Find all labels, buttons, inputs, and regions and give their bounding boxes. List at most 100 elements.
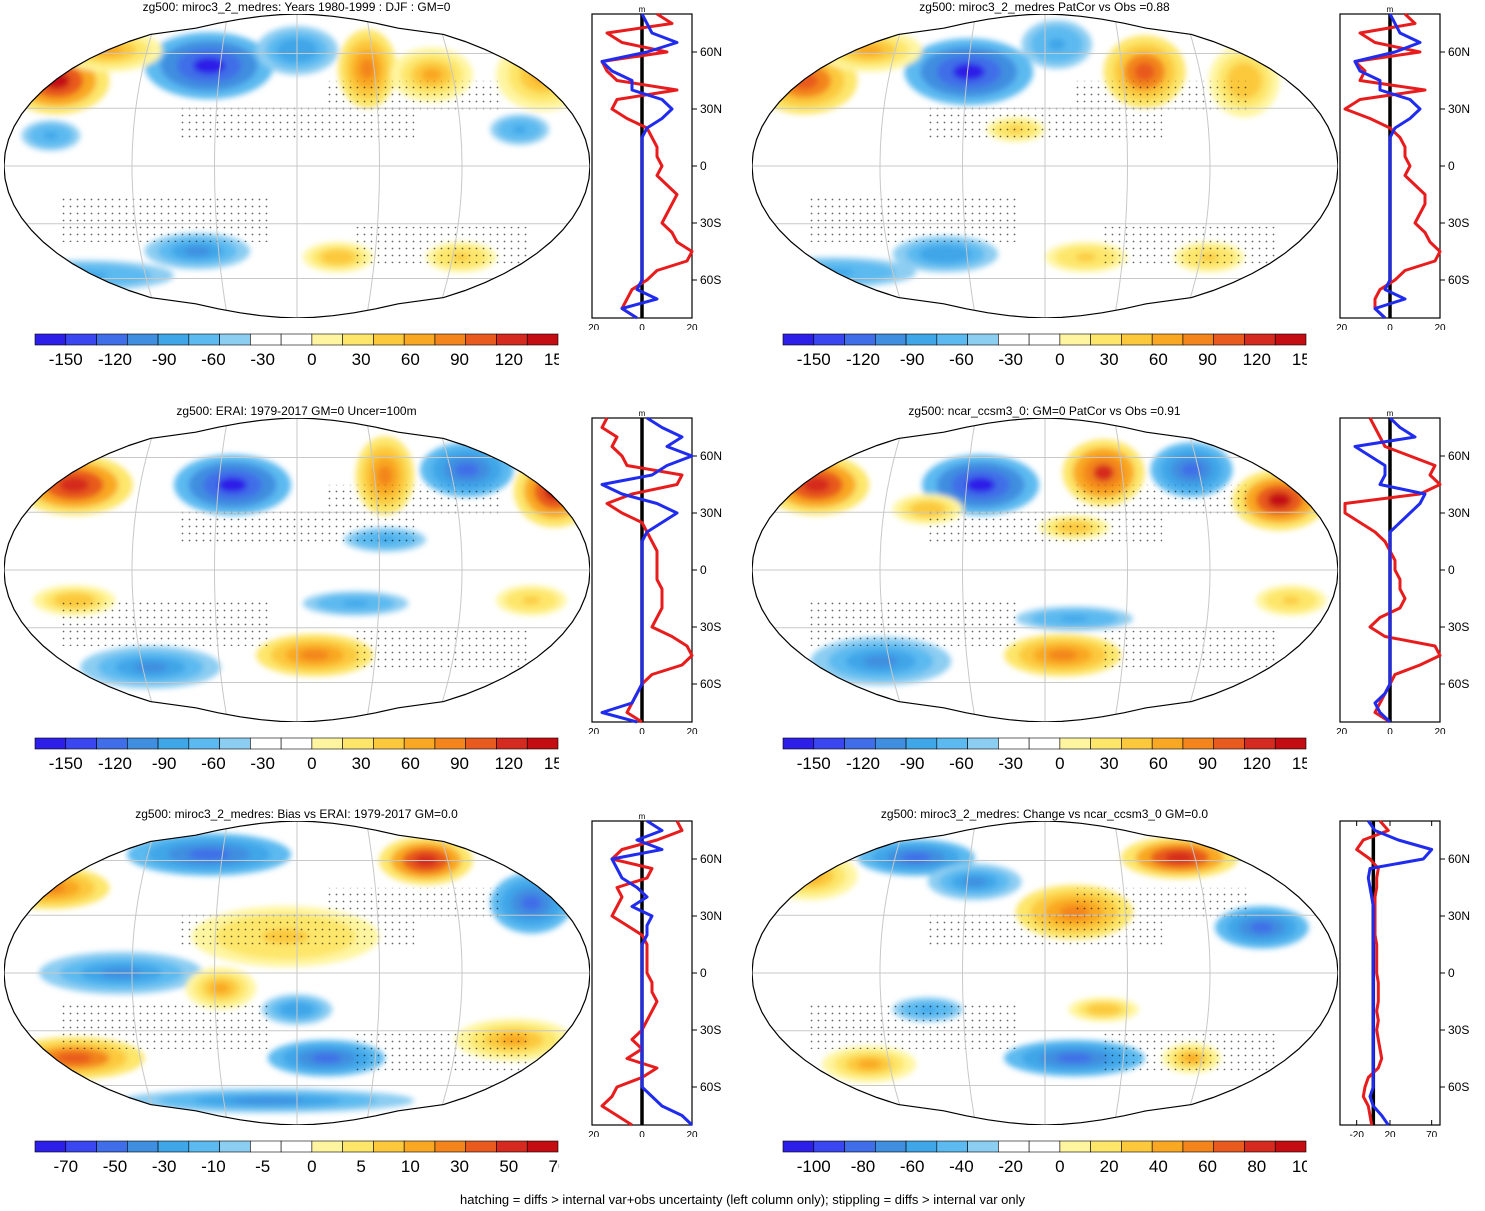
lat-label: 60N xyxy=(700,449,722,463)
colorbar-label: 150 xyxy=(1292,350,1307,369)
lat-label: 30S xyxy=(1448,216,1469,230)
panel-p5: zg500: miroc3_2_medres: Bias vs ERAI: 19… xyxy=(0,807,737,1197)
colorbar-swatch xyxy=(874,333,907,346)
colorbar-label: -5 xyxy=(255,1157,270,1176)
colorbar-label: 120 xyxy=(1243,350,1271,369)
colorbar-swatch xyxy=(465,737,497,750)
panel-title: zg500: miroc3_2_medres: Years 1980-1999 … xyxy=(142,0,451,14)
map xyxy=(4,821,590,1125)
zonal-series-blue xyxy=(600,416,694,724)
zonal-series-red xyxy=(1355,820,1390,1126)
colorbar-swatch xyxy=(465,1140,497,1153)
colorbar-swatch xyxy=(342,1140,374,1153)
colorbar-label: 150 xyxy=(544,350,559,369)
colorbar-swatch xyxy=(998,1140,1030,1153)
colorbar-label: 30 xyxy=(352,754,371,773)
colorbar-label: -80 xyxy=(851,1157,876,1176)
colorbar-swatch xyxy=(1182,737,1215,750)
colorbar-label: 60 xyxy=(401,350,420,369)
lat-label: 60N xyxy=(1448,852,1470,866)
lat-label: 30N xyxy=(700,909,722,923)
colorbar-swatch xyxy=(373,1140,405,1153)
colorbar-swatch xyxy=(967,737,999,750)
colorbar-swatch xyxy=(311,1140,343,1153)
colorbar-swatch xyxy=(496,333,528,346)
colorbar-swatch xyxy=(967,1140,999,1153)
colorbar-swatch xyxy=(1121,1140,1153,1153)
colorbar-swatch xyxy=(434,737,467,750)
colorbar-swatch xyxy=(1121,333,1153,346)
colorbar-swatch xyxy=(844,333,876,346)
colorbar-swatch xyxy=(782,333,815,346)
colorbar-swatch xyxy=(1028,737,1061,750)
colorbar-swatch xyxy=(1151,737,1184,750)
colorbar: -150 -120 -90 -60 -30 0 30 60 90 120 150 xyxy=(782,333,1307,369)
colorbar-label: -90 xyxy=(152,754,177,773)
colorbar-swatch xyxy=(403,1140,436,1153)
colorbar-swatch xyxy=(280,333,313,346)
colorbar-swatch xyxy=(813,1140,845,1153)
colorbar-swatch xyxy=(434,1140,467,1153)
colorbar-swatch xyxy=(250,737,282,750)
colorbar-label: -60 xyxy=(201,754,226,773)
colorbar-label: -40 xyxy=(949,1157,974,1176)
colorbar-swatch xyxy=(905,333,938,346)
colorbar-label: -30 xyxy=(998,350,1023,369)
zonal-unit-label: m xyxy=(639,6,646,14)
colorbar-swatch xyxy=(1244,1140,1276,1153)
colorbar-label: -60 xyxy=(201,350,226,369)
colorbar-swatch xyxy=(1274,333,1307,346)
lat-label: 60S xyxy=(700,677,721,691)
colorbar-swatch xyxy=(874,1140,907,1153)
colorbar-label: 0 xyxy=(1055,350,1064,369)
panel-p2: zg500: miroc3_2_medres PatCor vs Obs =0.… xyxy=(748,0,1485,390)
zonal-unit-label: m xyxy=(639,410,646,418)
colorbar-label: -60 xyxy=(900,1157,925,1176)
colorbar-label: 0 xyxy=(307,1157,316,1176)
colorbar-label: -150 xyxy=(797,754,831,773)
colorbar-swatch xyxy=(434,333,467,346)
lat-label: 30S xyxy=(700,1023,721,1037)
colorbar-label: -90 xyxy=(152,350,177,369)
lat-label: 60N xyxy=(1448,449,1470,463)
zonal-xtick-label: -20 xyxy=(588,1130,600,1137)
colorbar-label: -100 xyxy=(797,1157,831,1176)
colorbar-swatch xyxy=(1151,333,1184,346)
colorbar-swatch xyxy=(844,1140,876,1153)
colorbar-label: 90 xyxy=(450,754,469,773)
lat-label: 30S xyxy=(700,216,721,230)
colorbar-label: 90 xyxy=(1198,350,1217,369)
colorbar-swatch xyxy=(1274,737,1307,750)
colorbar-label: -150 xyxy=(49,350,83,369)
colorbar-swatch xyxy=(782,1140,815,1153)
zonal-mean-profile: m 60N 30N 0 30S 60S -20 0 20 xyxy=(1336,410,1470,734)
colorbar-swatch xyxy=(1121,737,1153,750)
colorbar: -150 -120 -90 -60 -30 0 30 60 90 120 150 xyxy=(34,333,559,369)
colorbar-swatch xyxy=(219,1140,251,1153)
colorbar-swatch xyxy=(96,1140,128,1153)
colorbar: -70-50-30-10-50510305070 xyxy=(34,1140,559,1176)
lat-label: 0 xyxy=(1448,563,1455,577)
colorbar-label: 10 xyxy=(401,1157,420,1176)
colorbar-swatch xyxy=(905,1140,938,1153)
zonal-xtick-label: -20 xyxy=(1336,323,1348,330)
colorbar-swatch xyxy=(526,737,559,750)
colorbar-label: 50 xyxy=(499,1157,518,1176)
colorbar-label: -30 xyxy=(250,350,275,369)
colorbar-swatch xyxy=(998,737,1030,750)
colorbar-label: 30 xyxy=(450,1157,469,1176)
colorbar-swatch xyxy=(188,1140,220,1153)
colorbar-swatch xyxy=(1090,1140,1122,1153)
colorbar-swatch xyxy=(936,333,968,346)
colorbar-swatch xyxy=(34,737,67,750)
colorbar-label: 20 xyxy=(1100,1157,1119,1176)
colorbar-label: 120 xyxy=(495,350,523,369)
zonal-xtick-label: 20 xyxy=(686,1130,698,1137)
colorbar-swatch xyxy=(1151,1140,1184,1153)
footer-note: hatching = diffs > internal var+obs unce… xyxy=(460,1192,1025,1207)
lat-label: 60N xyxy=(700,852,722,866)
zonal-xtick-label: 0 xyxy=(639,1130,645,1137)
zonal-series-blue xyxy=(1353,13,1422,320)
lat-label: 0 xyxy=(700,159,707,173)
colorbar-swatch xyxy=(1182,1140,1215,1153)
